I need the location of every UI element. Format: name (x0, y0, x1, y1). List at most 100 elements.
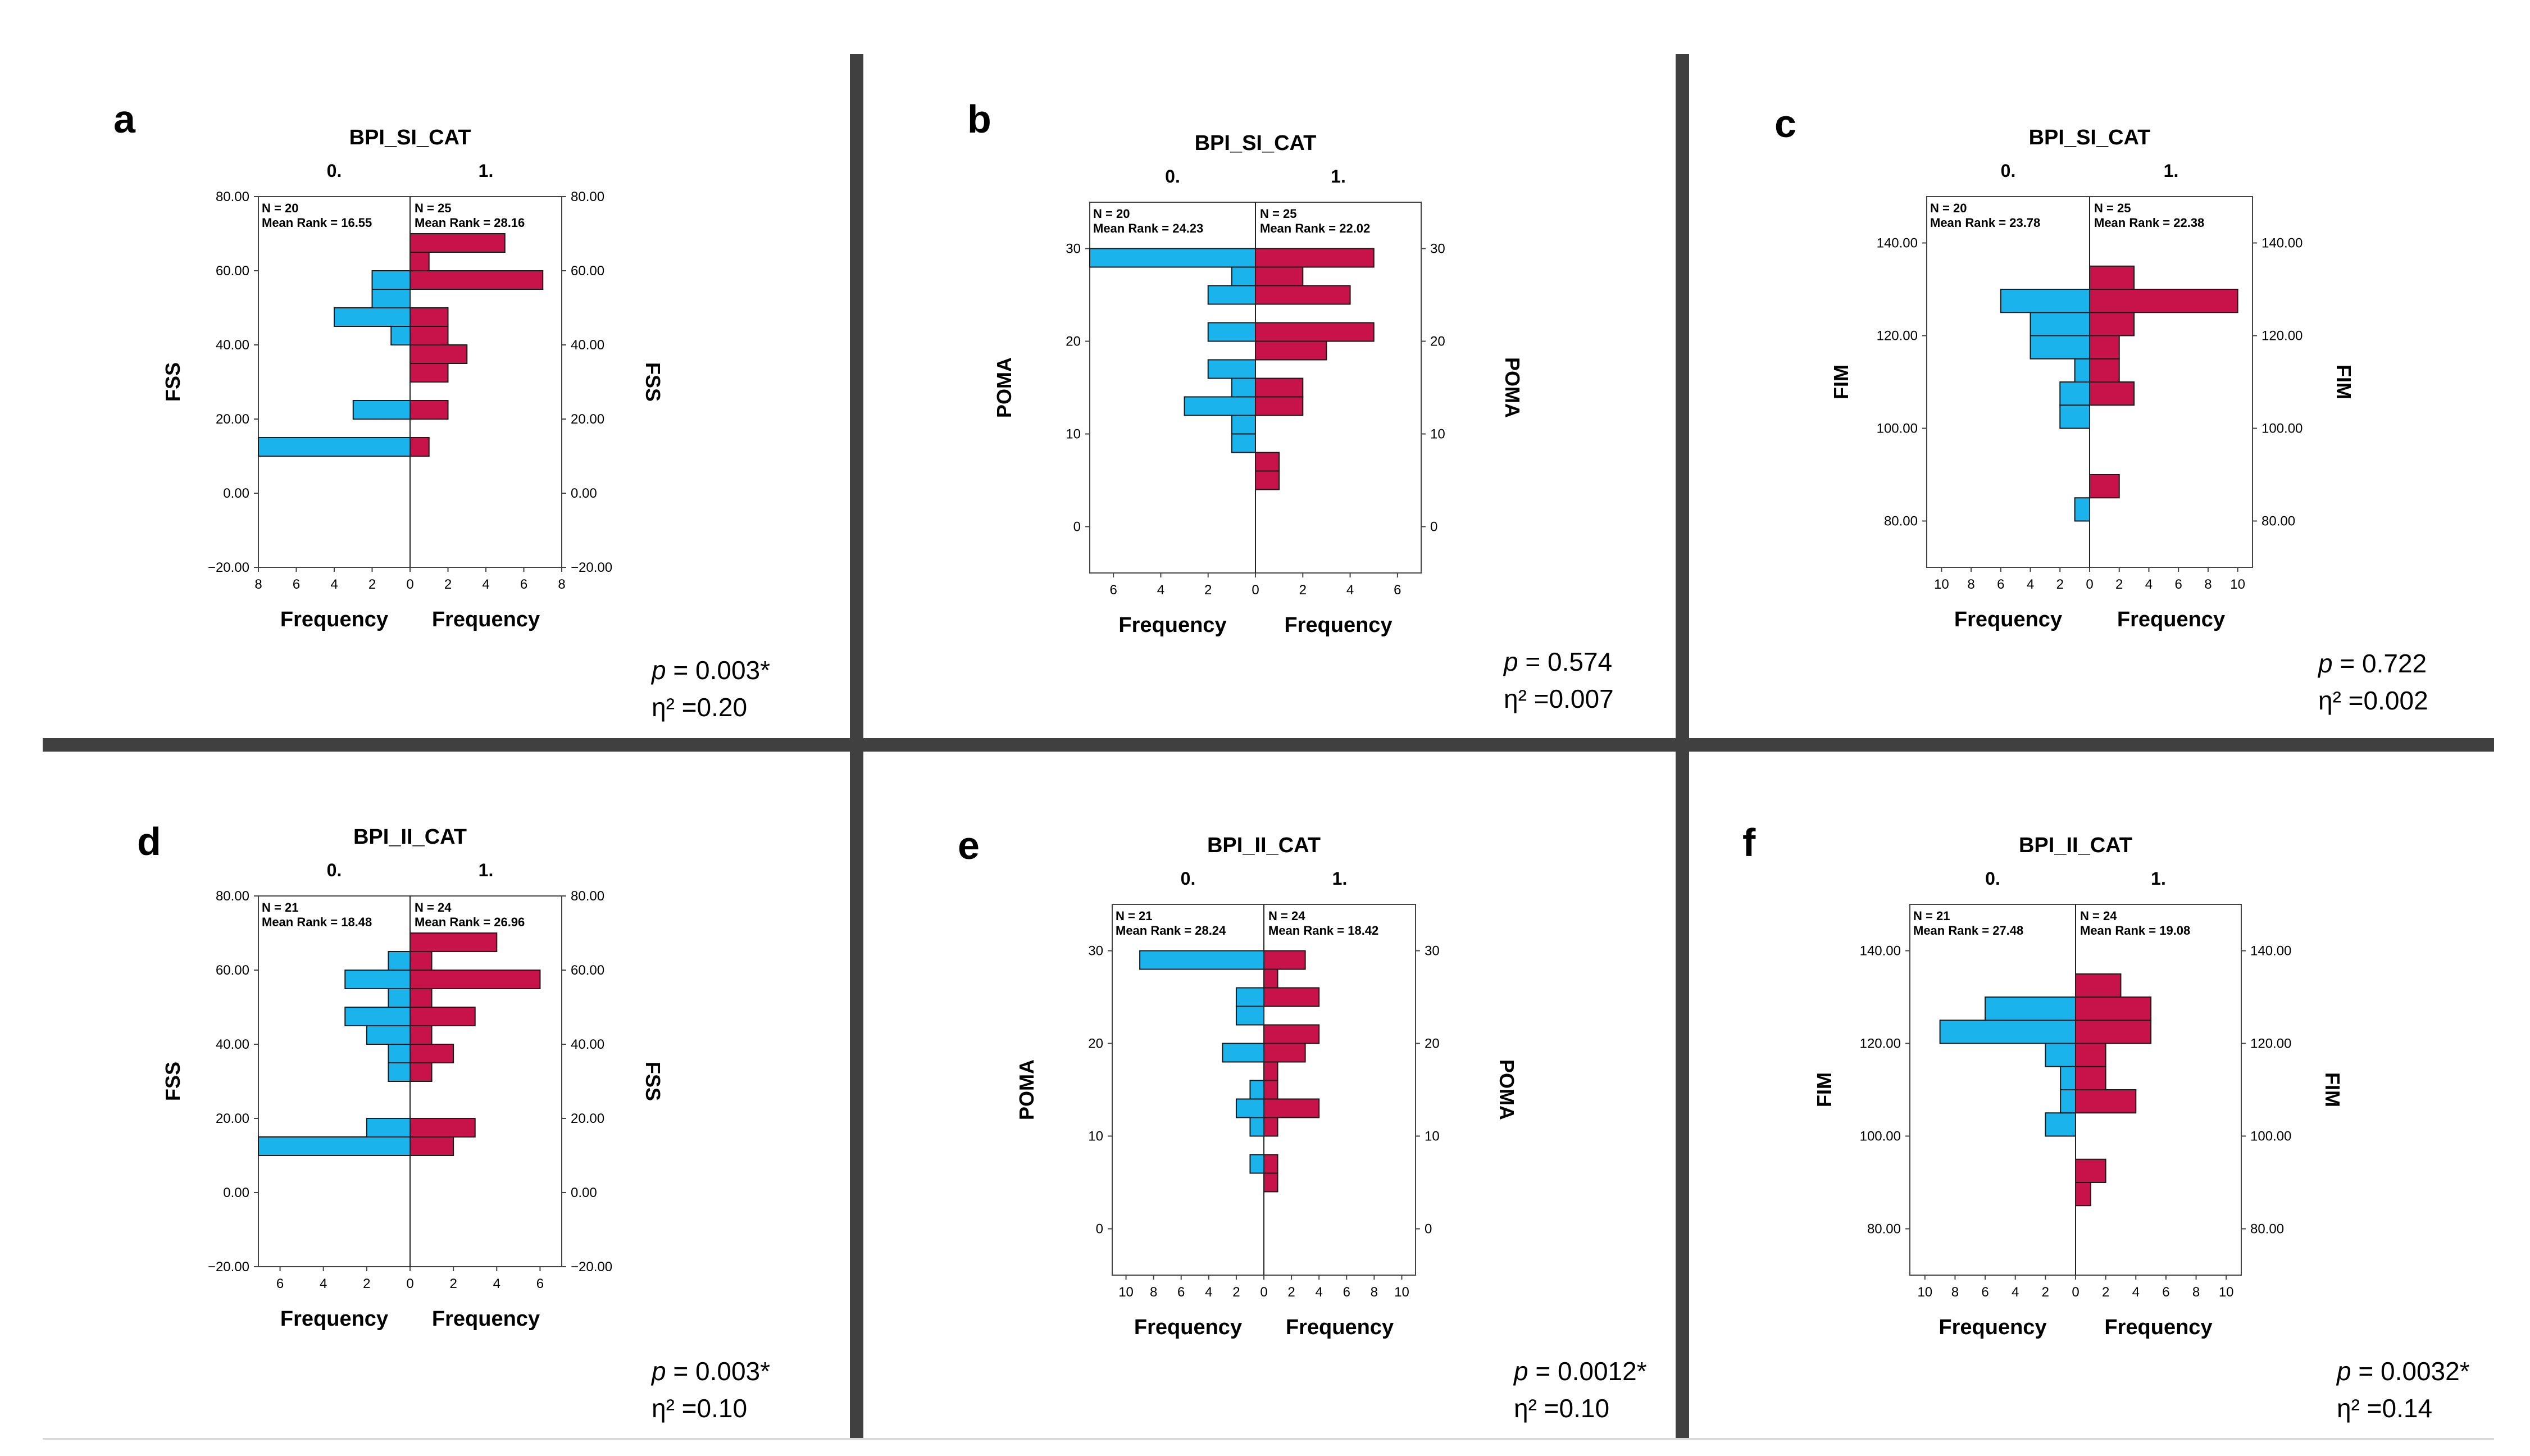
y-tick-label-right: 40.00 (571, 338, 604, 353)
bar-group-1 (1255, 340, 1327, 361)
p-value: = 0.003* (666, 1357, 771, 1386)
y-axis-label-left: POMA (993, 357, 1016, 418)
x-axis-label-left: Frequency (280, 1307, 388, 1331)
bar-group-0 (258, 437, 411, 457)
x-tick-label-left: 6 (1997, 577, 2004, 592)
chart-title: BPI_II_CAT (2019, 834, 2132, 857)
x-tick-label-left: 4 (330, 577, 338, 592)
y-tick-label-left: 140.00 (1860, 944, 1901, 959)
group-n-0: N = 21 (262, 900, 298, 914)
x-tick-label-left: 0 (2086, 577, 2093, 592)
bar-group-1 (1255, 377, 1304, 398)
bar-group-1 (1255, 266, 1304, 286)
chart-c: BPI_SI_CAT 0. 1. N = 20 Mean Rank = 23.78 N =… (1798, 115, 2382, 666)
x-tick-label-right: 10 (2230, 577, 2245, 592)
y-tick-label-left: 140.00 (1877, 236, 1918, 251)
x-tick-label-right: 4 (1346, 583, 1354, 598)
group-label-0: 0. (2001, 161, 2016, 181)
bar-group-1 (1255, 285, 1351, 305)
bar-group-1 (409, 1118, 476, 1138)
group-mean-rank-0: Mean Rank = 24.23 (1093, 221, 1203, 235)
x-tick-label-left: 2 (2042, 1285, 2049, 1300)
bar-group-1 (1255, 248, 1375, 268)
bar-group-1 (409, 344, 468, 364)
group-n-0: N = 20 (1093, 207, 1130, 221)
panel-label-b: b (967, 97, 991, 141)
group-mean-rank-1: Mean Rank = 22.38 (2094, 216, 2204, 230)
x-tick-label-right: 2 (1287, 1285, 1295, 1300)
x-tick-label-left: 0 (406, 577, 413, 592)
x-tick-label-left: 2 (368, 577, 376, 592)
bar-group-1 (1263, 968, 1278, 989)
y-axis-label-left: POMA (1015, 1059, 1038, 1120)
bar-group-0 (1207, 359, 1257, 379)
y-tick-label-right: 20.00 (571, 412, 604, 427)
x-tick-label-right: 8 (2204, 577, 2212, 592)
bar-group-0 (388, 951, 411, 971)
panel-label-e: e (958, 823, 980, 867)
group-label-1: 1. (1331, 166, 1346, 186)
stats-d: p = 0.003* η² =0.10 (652, 1353, 770, 1427)
group-label-0: 0. (1181, 868, 1196, 889)
x-tick-label-left: 4 (320, 1276, 327, 1291)
eta-squared: η² =0.20 (652, 693, 748, 722)
stats-e: p = 0.0012* η² =0.10 (1514, 1353, 1647, 1427)
y-tick-label-left: 100.00 (1860, 1129, 1901, 1144)
x-tick-label-right: 2 (2115, 577, 2123, 592)
bar-group-1 (1255, 452, 1280, 472)
group-n-1: N = 24 (2080, 909, 2117, 923)
bar-group-1 (2075, 1043, 2106, 1067)
y-tick-label-right: 80.00 (571, 889, 604, 904)
y-tick-label-left: 100.00 (1877, 421, 1918, 436)
x-tick-label-right: 4 (493, 1276, 500, 1291)
y-tick-label-left: 80.00 (216, 889, 249, 904)
x-tick-label-right: 8 (558, 577, 565, 592)
bar-group-1 (1263, 950, 1306, 970)
group-n-1: N = 24 (415, 900, 452, 914)
y-tick-label-right: −20.00 (571, 1259, 612, 1275)
y-tick-label-right: 0.00 (571, 1185, 597, 1200)
group-label-1: 1. (1332, 868, 1348, 889)
bar-group-0 (2059, 381, 2091, 406)
group-n-0: N = 20 (262, 201, 298, 215)
x-tick-label-left: 2 (1232, 1285, 1240, 1300)
bar-group-1 (2089, 474, 2120, 499)
bar-group-1 (2075, 1020, 2152, 1044)
p-value: = 0.574 (1518, 647, 1613, 676)
group-mean-rank-1: Mean Rank = 18.42 (1268, 923, 1378, 938)
x-tick-label-right: 6 (1394, 583, 1401, 598)
group-label-0: 0. (327, 860, 342, 880)
bar-group-0 (2074, 358, 2090, 383)
group-n-1: N = 25 (415, 201, 451, 215)
bar-group-0 (2045, 1112, 2077, 1137)
group-label-0: 0. (1985, 868, 2000, 889)
x-tick-label-right: 8 (1371, 1285, 1378, 1300)
y-axis-label-left: FSS (161, 362, 184, 402)
x-axis-label-right: Frequency (2104, 1316, 2212, 1339)
bar-group-1 (2089, 289, 2238, 313)
bar-group-0 (258, 1136, 411, 1156)
bar-group-1 (409, 252, 430, 271)
y-tick-label-left: 0.00 (223, 1185, 249, 1200)
p-value: = 0.0032* (2351, 1357, 2470, 1386)
x-axis-label-left: Frequency (280, 608, 388, 631)
bar-group-1 (1263, 987, 1320, 1007)
x-tick-label-left: 6 (293, 577, 300, 592)
y-tick-label-right: 140.00 (2261, 236, 2303, 251)
x-tick-label-left: 0 (1252, 583, 1259, 598)
bar-group-0 (352, 400, 411, 420)
x-tick-label-right: 6 (1343, 1285, 1350, 1300)
chart-a: BPI_SI_CAT 0. 1. N = 20 Mean Rank = 16.55 N =… (129, 115, 691, 666)
bar-group-0 (366, 1118, 411, 1138)
x-tick-label-left: 10 (1934, 577, 1949, 592)
x-tick-label-left: 4 (1205, 1285, 1212, 1300)
bar-group-1 (1263, 1154, 1278, 1174)
bar-group-1 (1263, 1061, 1278, 1081)
bar-group-0 (1249, 1080, 1265, 1100)
bar-group-0 (1235, 1098, 1264, 1118)
x-axis-label-right: Frequency (1286, 1316, 1394, 1339)
y-axis-label-left: FSS (161, 1062, 184, 1101)
stats-c: p = 0.722 η² =0.002 (2318, 645, 2428, 719)
p-value: = 0.003* (666, 656, 771, 685)
